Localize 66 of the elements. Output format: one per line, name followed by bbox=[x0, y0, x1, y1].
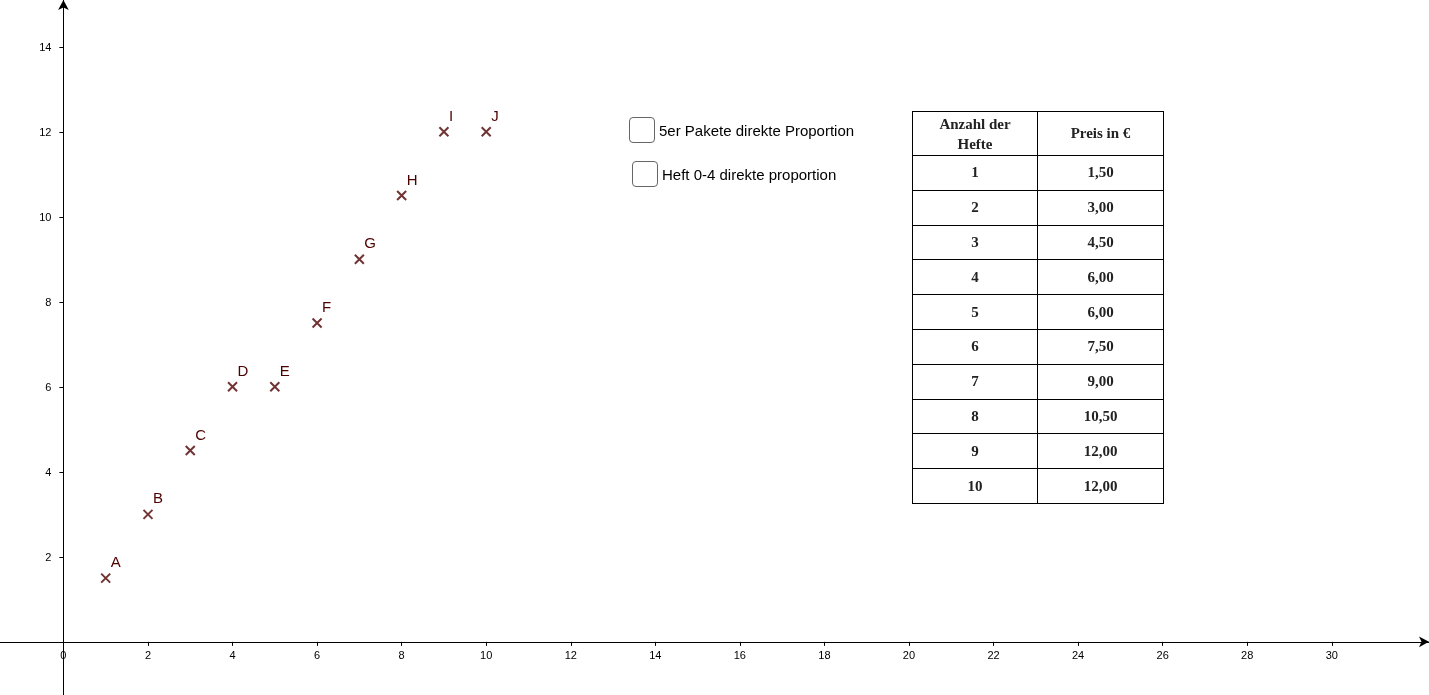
annotation: 5er Pakete direkte Proportion bbox=[659, 121, 855, 139]
annotation: D bbox=[237, 361, 249, 379]
annotation: B bbox=[152, 489, 163, 507]
annotation: 6,00 bbox=[1037, 259, 1164, 295]
y-tick-label: 8 bbox=[45, 295, 52, 308]
x-tick-label: 24 bbox=[1071, 649, 1085, 662]
x-tick-label: 12 bbox=[564, 649, 577, 662]
annotation: 7,50 bbox=[1037, 329, 1164, 365]
x-tick-label: 26 bbox=[1156, 649, 1169, 662]
annotation: C bbox=[195, 425, 207, 443]
x-tick-label: 2 bbox=[144, 649, 152, 662]
annotation: 10 bbox=[912, 468, 1038, 504]
point bbox=[184, 445, 196, 457]
point bbox=[480, 126, 492, 138]
y-tick-label: 12 bbox=[39, 125, 52, 138]
annotation: Heft 0-4 direkte proportion bbox=[662, 165, 837, 183]
annotation: Anzahl der Hefte bbox=[912, 111, 1038, 156]
x-tick-label: 8 bbox=[398, 649, 405, 662]
x-tick-label: 14 bbox=[649, 649, 662, 662]
point bbox=[396, 190, 408, 202]
point bbox=[227, 381, 239, 393]
annotation: 9,00 bbox=[1037, 364, 1164, 400]
y-tick-label: 2 bbox=[45, 550, 52, 563]
x-tick-label: 4 bbox=[229, 649, 236, 662]
annotation: A bbox=[110, 553, 121, 571]
point bbox=[311, 317, 323, 329]
annotation: 6,00 bbox=[1037, 294, 1164, 330]
point bbox=[100, 572, 112, 584]
annotation: Preis in € bbox=[1037, 111, 1164, 156]
annotation: 1 bbox=[912, 155, 1038, 191]
y-tick-label: 4 bbox=[45, 465, 52, 478]
annotation: 4,50 bbox=[1037, 225, 1164, 260]
x-tick-label: 10 bbox=[480, 649, 493, 662]
annotation: 6 bbox=[912, 329, 1038, 365]
annotation: J bbox=[491, 106, 499, 124]
annotation: I bbox=[448, 106, 454, 124]
x-tick-label: 18 bbox=[818, 649, 831, 662]
point bbox=[438, 126, 450, 138]
annotation: G bbox=[364, 234, 377, 252]
point bbox=[353, 253, 365, 265]
annotation: E bbox=[279, 361, 290, 379]
annotation: 4 bbox=[912, 259, 1038, 295]
point bbox=[142, 508, 154, 520]
annotation: F bbox=[322, 298, 332, 316]
annotation: 3 bbox=[912, 225, 1038, 260]
y-tick-label: 6 bbox=[45, 380, 52, 393]
x-tick-label: 6 bbox=[314, 649, 321, 662]
x-tick-label: 22 bbox=[987, 649, 1000, 662]
annotation: 9 bbox=[912, 433, 1038, 469]
annotation: 3,00 bbox=[1037, 190, 1164, 226]
annotation: H bbox=[406, 170, 418, 188]
y-tick-label: 10 bbox=[39, 210, 52, 223]
x-tick-label: 20 bbox=[902, 649, 916, 662]
annotation: 7 bbox=[912, 364, 1038, 400]
annotation: 5 bbox=[912, 294, 1038, 330]
x-tick-label: 16 bbox=[733, 649, 746, 662]
annotation: 12,00 bbox=[1037, 433, 1164, 469]
annotation: 1,50 bbox=[1037, 155, 1164, 191]
annotation: 2 bbox=[912, 190, 1038, 226]
annotation: 10,50 bbox=[1037, 399, 1164, 434]
y-tick-label: 14 bbox=[39, 40, 52, 53]
x-tick-label: 30 bbox=[1325, 649, 1338, 662]
annotation: 12,00 bbox=[1037, 468, 1164, 504]
point bbox=[269, 381, 281, 393]
annotation: 8 bbox=[912, 399, 1038, 434]
x-tick-label: 28 bbox=[1241, 649, 1254, 662]
